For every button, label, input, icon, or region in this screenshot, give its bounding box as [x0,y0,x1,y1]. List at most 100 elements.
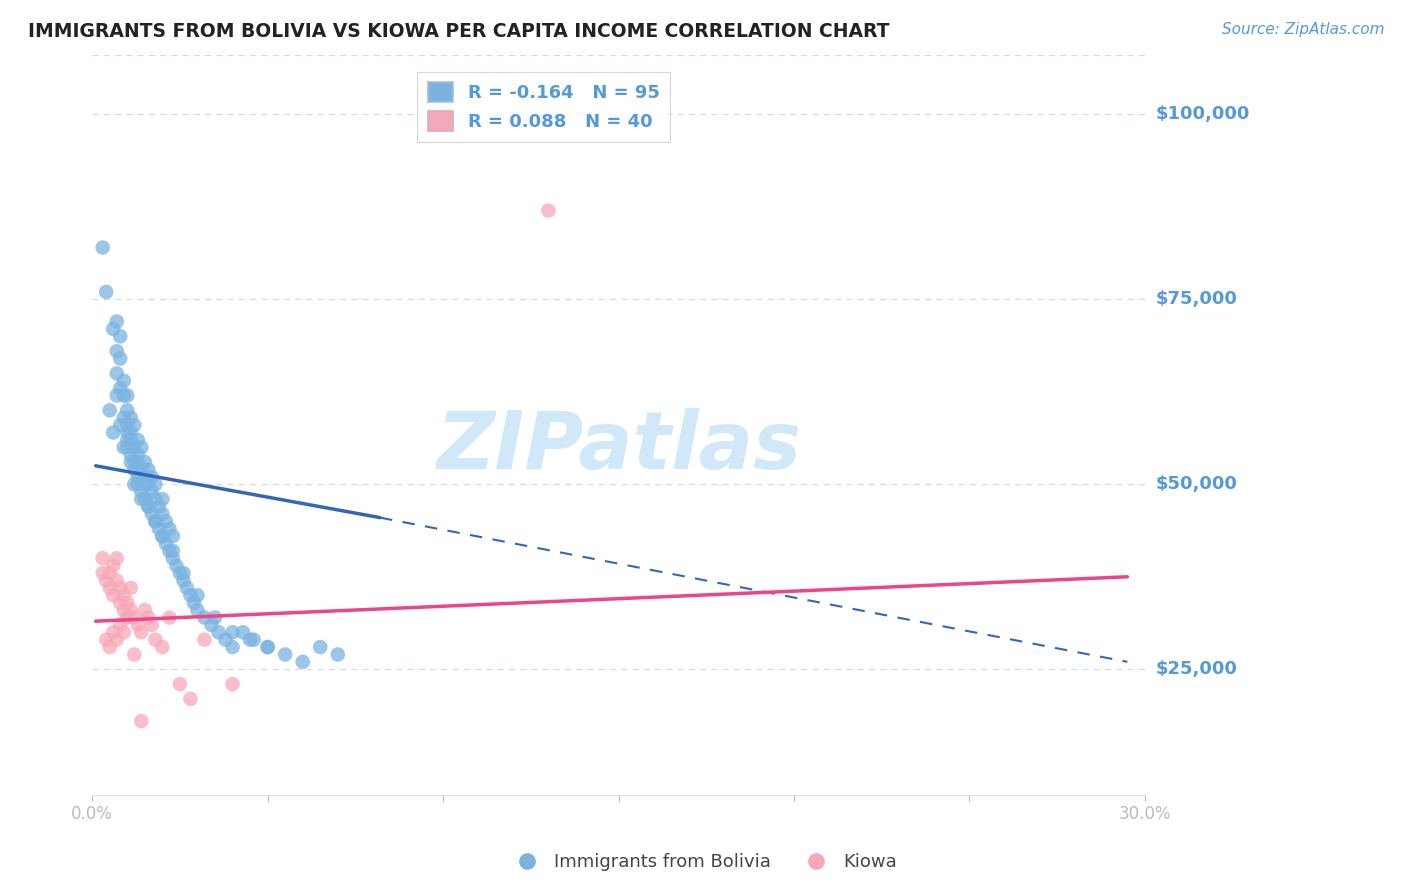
Point [131,714,153,728]
Point [103,425,125,440]
Point [110,581,132,595]
Point [179,588,201,602]
Point [131,462,153,476]
Point [112,603,135,617]
Point [117,418,139,433]
Point [136,610,159,624]
Point [110,418,132,433]
Point [98,566,121,580]
Point [110,596,132,610]
Point [131,484,153,499]
Text: $25,000: $25,000 [1156,660,1237,678]
Point [165,558,187,573]
Point [183,596,205,610]
Point [148,522,170,536]
Point [242,632,264,647]
Point [124,610,146,624]
Point [134,470,156,484]
Point [110,351,132,366]
Point [256,640,278,654]
Point [103,322,125,336]
Point [150,507,173,521]
Point [120,425,142,440]
Legend: R = -0.164   N = 95, R = 0.088   N = 40: R = -0.164 N = 95, R = 0.088 N = 40 [418,71,671,142]
Text: Source: ZipAtlas.com: Source: ZipAtlas.com [1222,22,1385,37]
Point [136,462,159,476]
Point [162,529,184,543]
Point [91,240,114,254]
Point [117,388,139,402]
Point [120,410,142,425]
Point [96,574,118,588]
Point [143,514,166,528]
Point [326,648,349,662]
Point [124,648,146,662]
Point [127,455,149,469]
Text: ZIPatlas: ZIPatlas [436,409,801,486]
Point [120,455,142,469]
Point [105,388,128,402]
Point [112,388,135,402]
Point [105,551,128,566]
Point [98,581,121,595]
Point [112,410,135,425]
Point [112,588,135,602]
Point [105,314,128,328]
Point [124,462,146,476]
Point [110,329,132,343]
Point [112,440,135,454]
Point [117,433,139,447]
Point [131,625,153,640]
Point [157,544,180,558]
Legend: Immigrants from Bolivia, Kiowa: Immigrants from Bolivia, Kiowa [502,847,904,879]
Point [172,574,194,588]
Point [105,574,128,588]
Point [200,618,222,632]
Point [103,625,125,640]
Point [204,610,226,624]
Point [134,603,156,617]
Point [136,500,159,514]
Point [134,477,156,491]
Point [155,536,177,550]
Point [127,433,149,447]
Point [157,522,180,536]
Point [120,448,142,462]
Point [124,477,146,491]
Text: IMMIGRANTS FROM BOLIVIA VS KIOWA PER CAPITA INCOME CORRELATION CHART: IMMIGRANTS FROM BOLIVIA VS KIOWA PER CAP… [28,22,890,41]
Point [127,618,149,632]
Point [105,367,128,381]
Point [221,625,243,640]
Point [91,566,114,580]
Point [157,610,180,624]
Point [136,477,159,491]
Point [179,691,201,706]
Point [169,566,191,580]
Point [274,648,297,662]
Point [239,632,262,647]
Point [117,610,139,624]
Point [91,551,114,566]
Point [148,500,170,514]
Point [131,492,153,507]
Point [150,529,173,543]
Point [112,625,135,640]
Point [143,632,166,647]
Point [169,677,191,691]
Point [207,625,229,640]
Point [214,632,236,647]
Point [120,433,142,447]
Point [176,581,198,595]
Point [117,403,139,417]
Point [98,640,121,654]
Point [150,492,173,507]
Point [193,610,215,624]
Point [134,455,156,469]
Point [143,492,166,507]
Point [105,344,128,359]
Point [309,640,332,654]
Point [221,677,243,691]
Point [124,440,146,454]
Point [141,618,163,632]
Point [120,603,142,617]
